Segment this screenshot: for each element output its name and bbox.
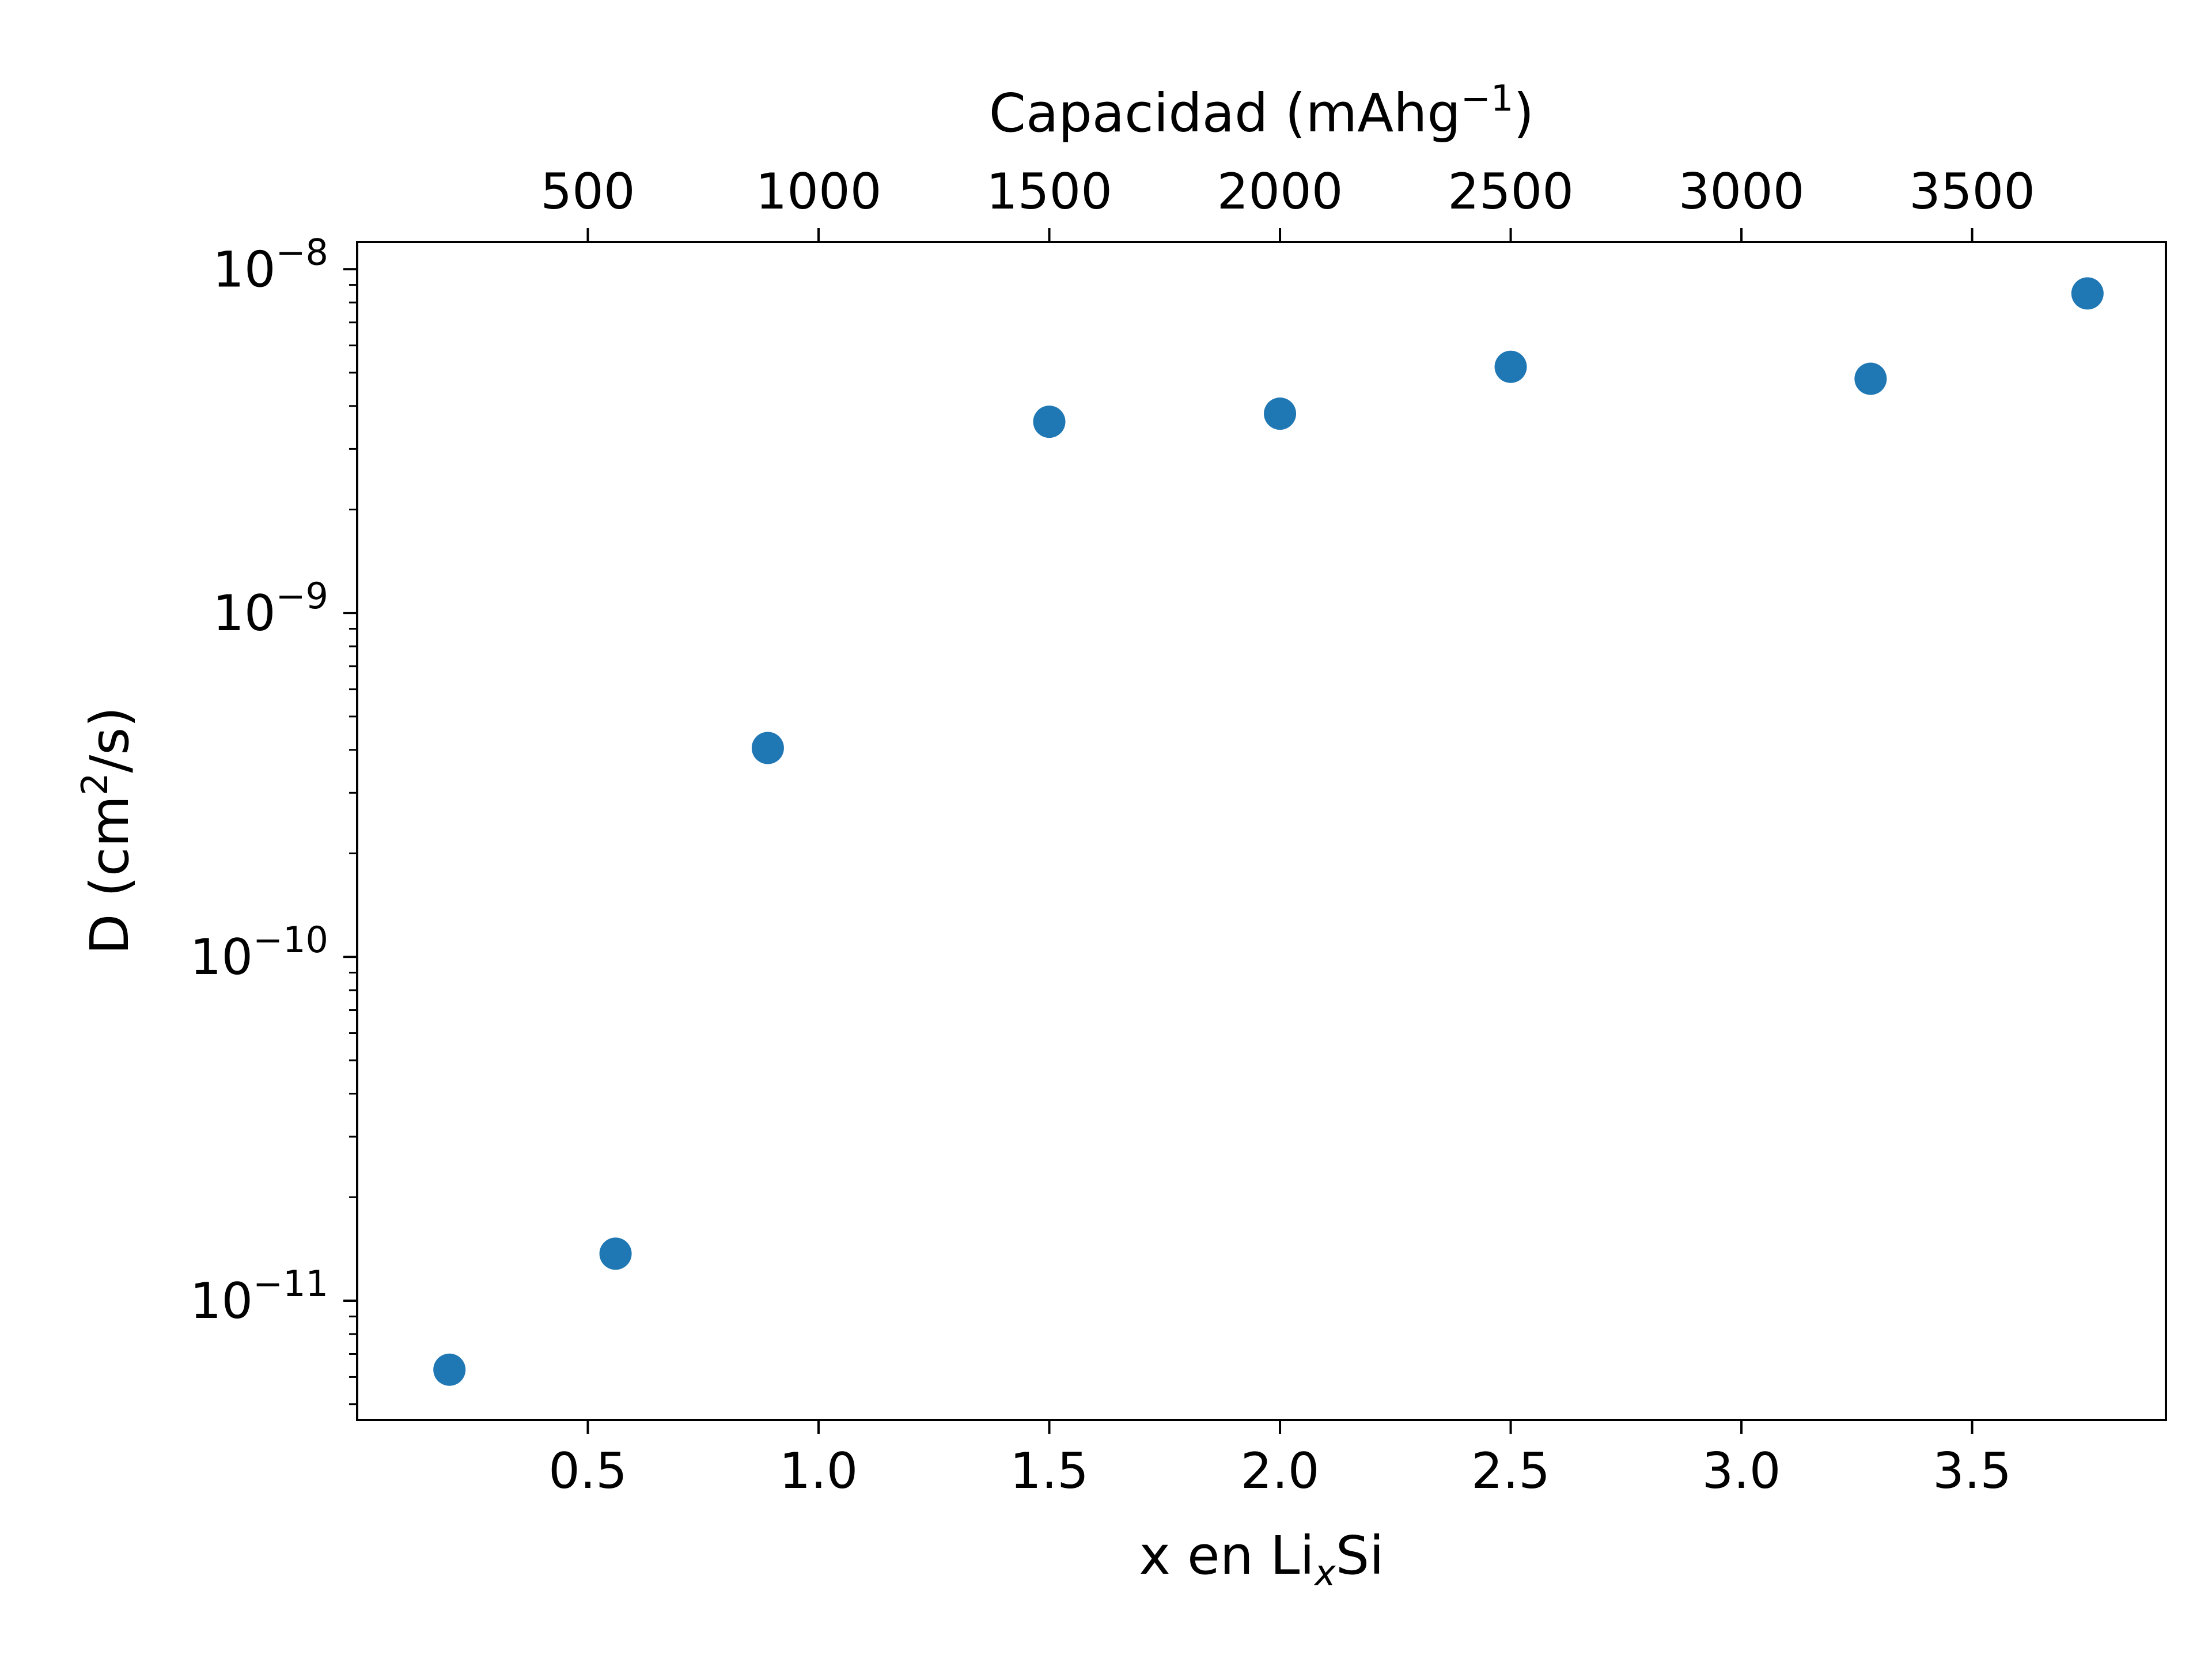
y-tick-label: 10−9 <box>213 575 328 642</box>
x-tick-label: 2.5 <box>1471 1442 1550 1500</box>
top-x-tick-label: 1000 <box>756 163 882 221</box>
data-point <box>1033 406 1066 438</box>
data-point <box>1494 350 1527 383</box>
x-tick-label: 2.0 <box>1241 1442 1320 1500</box>
data-points-layer <box>433 277 2104 1386</box>
top-x-tick-label: 1500 <box>986 163 1112 221</box>
x-tick-label: 0.5 <box>548 1442 627 1500</box>
data-point <box>599 1237 632 1270</box>
x-tick-label: 1.0 <box>779 1442 858 1500</box>
plot-area-frame <box>356 241 2167 1421</box>
top-x-axis-label: Capacidad (mAhg−1) <box>989 77 1534 144</box>
x-tick-label: 3.5 <box>1933 1442 2012 1500</box>
data-point <box>751 732 784 764</box>
x-axis-label: x en LixSi <box>1139 1525 1384 1594</box>
y-tick-label: 10−10 <box>190 919 328 986</box>
top-x-tick-label: 3000 <box>1679 163 1805 221</box>
y-axis-label: D (cm2/s) <box>74 707 141 955</box>
data-point <box>1264 397 1297 430</box>
y-tick-label: 10−8 <box>213 231 328 298</box>
x-tick-label: 1.5 <box>1010 1442 1089 1500</box>
x-tick-label: 3.0 <box>1702 1442 1781 1500</box>
top-x-tick-label: 2000 <box>1217 163 1343 221</box>
top-x-tick-label: 2500 <box>1448 163 1574 221</box>
data-point <box>433 1353 466 1386</box>
tick-layer: 0.5 1.0 1.5 2.0 2.5 3.0 3.5 500 1000 1500 2000 2500… <box>190 163 2035 1500</box>
y-tick-label: 10−11 <box>190 1263 328 1330</box>
top-x-tick-label: 3500 <box>1909 163 2035 221</box>
top-x-tick-label: 500 <box>540 163 635 221</box>
data-point <box>2071 277 2104 310</box>
data-point <box>1854 362 1887 395</box>
